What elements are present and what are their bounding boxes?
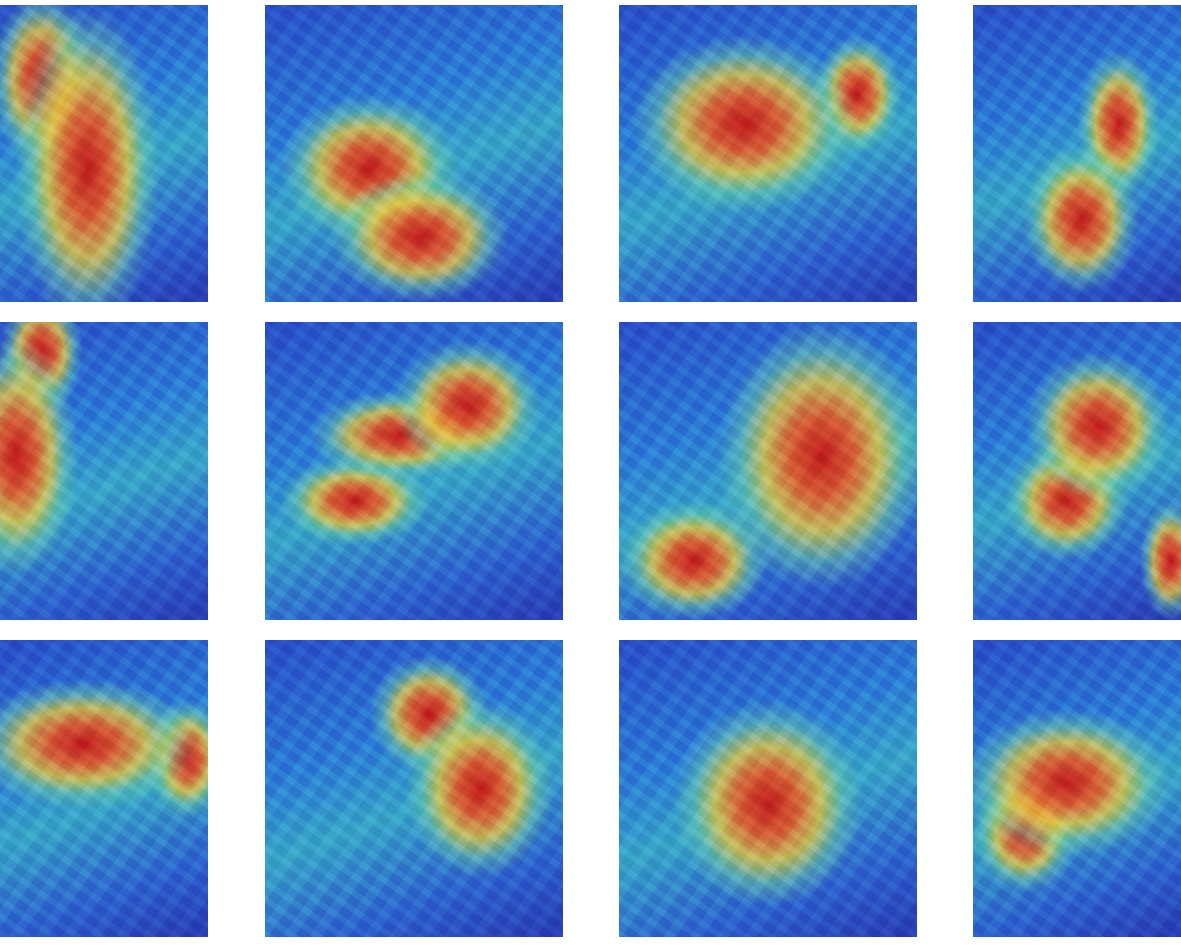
heatmap-tile <box>265 640 563 937</box>
heatmap-tile <box>973 322 1181 620</box>
heatmap-tile <box>0 322 208 620</box>
heatmap-tile <box>619 5 917 302</box>
heatmap-tile <box>619 322 917 620</box>
heatmap-tile <box>0 640 208 937</box>
heatmap-tile <box>265 322 563 620</box>
heatmap-tile <box>265 5 563 302</box>
heatmap-tile <box>973 640 1181 937</box>
heatmap-tile <box>619 640 917 937</box>
heatmap-tile <box>973 5 1181 302</box>
heatmap-tile <box>0 5 208 302</box>
